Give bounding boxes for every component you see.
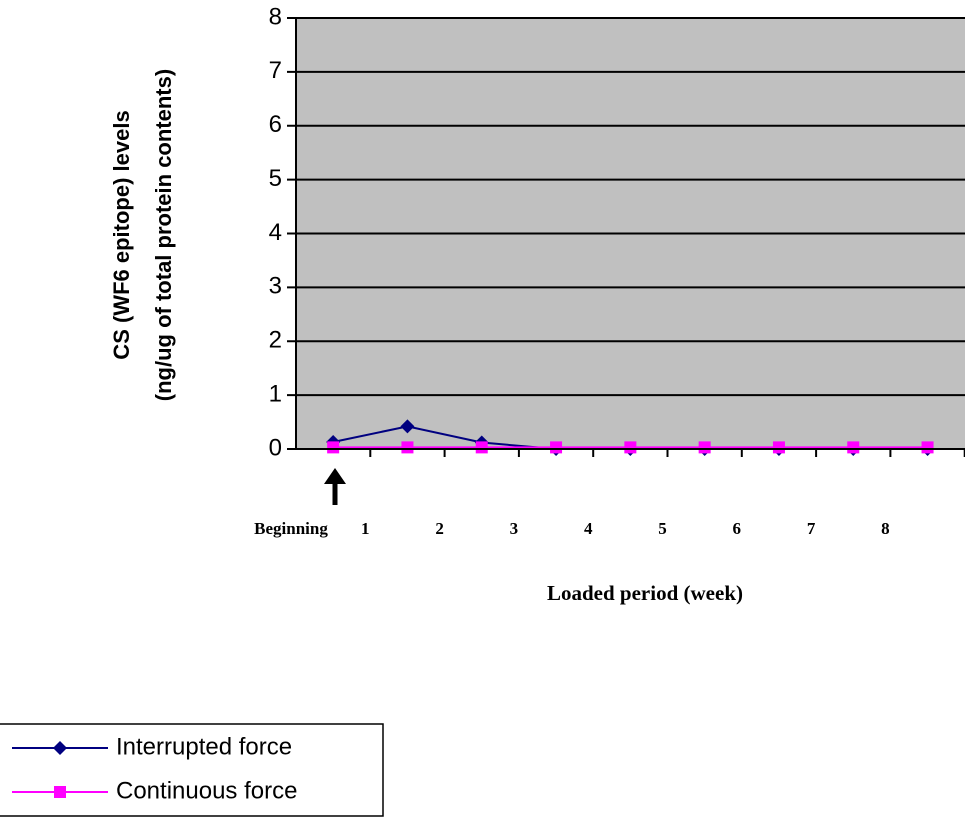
marker (699, 441, 711, 453)
legend-label: Continuous force (116, 777, 297, 804)
legend: Interrupted force Continuous force (0, 724, 383, 816)
marker (476, 441, 488, 453)
marker (550, 441, 562, 453)
y-tick-label: 8 (269, 3, 282, 30)
arrow (324, 468, 346, 505)
y-tick-label: 3 (269, 273, 282, 300)
x-title: Loaded period (week) (547, 581, 743, 605)
y-tick-label: 2 (269, 327, 282, 354)
y-tick-label: 5 (269, 165, 282, 192)
x-tick-label: 7 (807, 519, 816, 538)
y-title: CS (WF6 epitope) levels (ng/ug of total … (109, 69, 176, 401)
y-title-line: (ng/ug of total protein contents) (151, 69, 176, 401)
y-tick-label: 7 (269, 57, 282, 84)
x-tick-label: 4 (584, 519, 593, 538)
marker (922, 441, 934, 453)
x-tick-label: 3 (510, 519, 519, 538)
legend-marker (54, 786, 66, 798)
marker (847, 441, 859, 453)
y-tick-label: 4 (269, 219, 282, 246)
x-tick-label: 5 (658, 519, 667, 538)
y-tick-label: 0 (269, 434, 282, 461)
x-tick-label: 1 (361, 519, 370, 538)
x-tick-label: 6 (733, 519, 742, 538)
marker (773, 441, 785, 453)
marker (624, 441, 636, 453)
x-tick-label: 2 (435, 519, 444, 538)
legend-label: Interrupted force (116, 733, 292, 760)
x-tick-label: Beginning (254, 519, 328, 538)
y-title-line: CS (WF6 epitope) levels (109, 110, 134, 359)
y-tick-label: 6 (269, 111, 282, 138)
page: {"chart_data": {"type": "line", "y_title… (0, 0, 965, 822)
marker (327, 441, 339, 453)
y-tick-label: 1 (269, 380, 282, 407)
marker (401, 441, 413, 453)
x-tick-label: 8 (881, 519, 890, 538)
chart: CS (WF6 epitope) levels (ng/ug of total … (0, 0, 965, 822)
